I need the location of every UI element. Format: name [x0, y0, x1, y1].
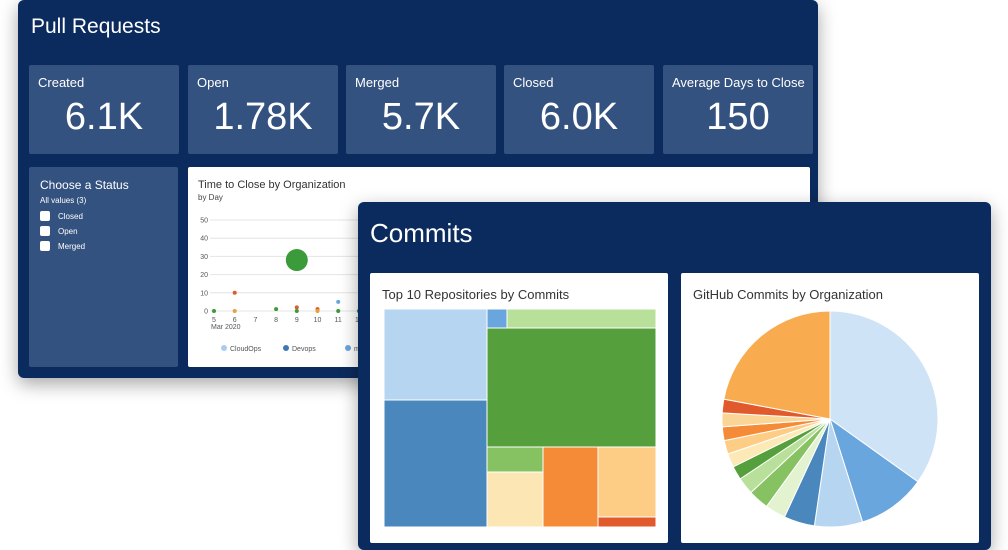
filter-option-open[interactable]: Open [40, 226, 78, 236]
legend-label-cloudops[interactable]: CloudOps [230, 346, 262, 353]
x-tick-label: 9 [295, 317, 299, 324]
filter-title: Choose a Status [40, 178, 129, 192]
y-tick-label: 20 [200, 272, 208, 279]
scatter-point [294, 309, 299, 313]
chart-title: Time to Close by Organization [198, 179, 346, 191]
x-tick-label: 5 [212, 317, 216, 324]
x-axis-month-label: Mar 2020 [211, 324, 241, 331]
kpi-value: 5.7K [381, 96, 461, 138]
x-tick-label: 10 [314, 317, 322, 324]
kpi-value: 150 [706, 96, 770, 138]
scatter-point [336, 309, 341, 313]
treemap-cell [486, 471, 544, 528]
treemap-cell [597, 446, 657, 518]
kpi-label: Closed [513, 75, 554, 90]
treemap-cell [383, 308, 488, 401]
kpi-label: Average Days to Close [672, 75, 805, 90]
filter-option-label: Merged [58, 241, 86, 251]
x-tick-label: 6 [233, 317, 237, 324]
treemap-cell [542, 446, 599, 528]
treemap-cell [486, 446, 544, 473]
checkbox-closed[interactable] [40, 211, 50, 221]
y-tick-label: 10 [200, 290, 208, 297]
filter-option-label: Closed [58, 211, 83, 221]
checkbox-merged[interactable] [40, 241, 50, 251]
scatter-point [232, 290, 237, 295]
scatter-point [285, 249, 308, 272]
filter-option-closed[interactable]: Closed [40, 211, 83, 221]
legend-label-devops[interactable]: Devops [292, 346, 316, 353]
chart-subtitle: by Day [198, 193, 223, 202]
scatter-point [336, 299, 341, 304]
filter-all-values: All values (3) [40, 196, 87, 205]
x-tick-label: 11 [335, 317, 342, 324]
top-repositories-treemap [383, 308, 657, 528]
checkbox-open[interactable] [40, 226, 50, 236]
treemap-cell [486, 327, 657, 448]
scatter-point [274, 307, 279, 312]
kpi-average-days-to-close[interactable]: Average Days to Close 150 [663, 65, 813, 154]
kpi-created[interactable]: Created 6.1K [29, 65, 179, 154]
treemap-cell [597, 516, 657, 528]
commits-title: Commits [370, 218, 473, 248]
kpi-label: Created [38, 75, 85, 90]
legend-marker-m [345, 345, 351, 351]
kpi-value: 6.0K [539, 96, 619, 138]
kpi-label: Open [197, 75, 229, 90]
status-filter-panel: Choose a Status All values (3) Closed Op… [29, 167, 178, 367]
commits-panel: Commits Top 10 Repositories by Commits G… [358, 202, 991, 550]
scatter-point [315, 309, 320, 313]
pull-requests-panel: Pull Requests Created 6.1K Open 1.78K Me… [18, 0, 818, 378]
legend-marker-cloudops [221, 345, 227, 351]
kpi-value: 1.78K [213, 96, 313, 138]
pull-requests-title: Pull Requests [31, 15, 161, 38]
legend-marker-devops [283, 345, 289, 351]
legend-label-m[interactable]: m [354, 346, 360, 353]
kpi-value: 6.1K [64, 96, 144, 138]
pie-slice [723, 310, 831, 420]
y-tick-label: 0 [204, 309, 208, 316]
commits-by-organization-card: GitHub Commits by Organization [681, 273, 979, 543]
x-tick-label: 8 [274, 317, 278, 324]
pie-slice [829, 417, 919, 523]
scatter-point [294, 305, 299, 310]
y-tick-label: 50 [200, 218, 208, 225]
chart-title: Top 10 Repositories by Commits [382, 287, 570, 302]
kpi-open[interactable]: Open 1.78K [188, 65, 338, 154]
scatter-point [212, 309, 216, 313]
filter-option-merged[interactable]: Merged [40, 241, 85, 251]
treemap-cell [486, 308, 508, 329]
treemap-cell [383, 399, 488, 528]
scatter-point [232, 309, 237, 313]
treemap-cell [506, 308, 657, 329]
x-tick-label: 7 [253, 317, 257, 324]
commits-by-organization-pie [721, 310, 939, 528]
filter-option-label: Open [58, 226, 78, 236]
kpi-merged[interactable]: Merged 5.7K [346, 65, 496, 154]
kpi-closed[interactable]: Closed 6.0K [504, 65, 654, 154]
chart-title: GitHub Commits by Organization [693, 287, 884, 302]
pie-slice [829, 310, 939, 483]
kpi-label: Merged [355, 75, 400, 90]
y-tick-label: 30 [200, 254, 208, 261]
top-repositories-card: Top 10 Repositories by Commits [370, 273, 668, 543]
y-tick-label: 40 [200, 236, 208, 243]
